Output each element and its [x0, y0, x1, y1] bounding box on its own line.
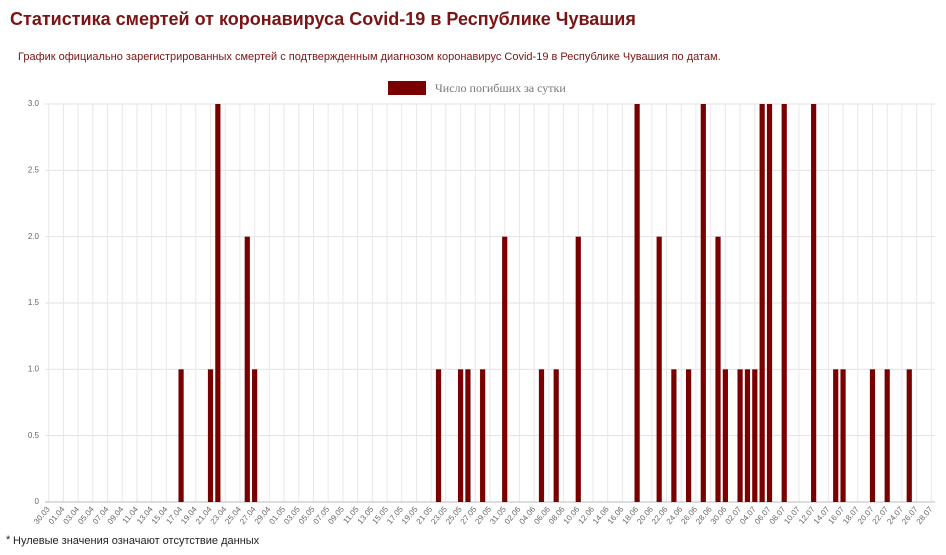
y-tick-label: 0 [35, 497, 40, 506]
bar [722, 369, 728, 502]
bar [884, 369, 890, 502]
bar [752, 369, 758, 502]
x-tick-label: 28.07 [915, 504, 935, 526]
bar [252, 369, 258, 502]
bar [869, 369, 876, 502]
bar [700, 104, 706, 502]
bar [685, 369, 692, 502]
bar [502, 236, 508, 502]
bar [553, 369, 559, 502]
y-tick-label: 2.0 [28, 232, 40, 241]
y-tick-label: 3.0 [28, 99, 40, 108]
footnote: Нулевые значения означают отсутствие дан… [13, 535, 260, 547]
x-tick-label: 09.04 [106, 504, 126, 526]
bar [737, 369, 743, 502]
bar [480, 369, 486, 502]
bar [207, 369, 214, 502]
y-tick-label: 1.0 [28, 364, 40, 373]
bar [671, 369, 677, 502]
bar [759, 104, 765, 502]
y-tick-label: 0.5 [28, 431, 40, 440]
bar [744, 369, 751, 502]
bar [215, 104, 221, 502]
bar [575, 236, 581, 502]
bar [244, 236, 250, 502]
bar [766, 104, 773, 502]
bar [178, 369, 184, 502]
bar [840, 369, 846, 502]
legend-swatch [388, 81, 426, 95]
bar [538, 369, 545, 502]
bar [833, 369, 839, 502]
bar [656, 236, 662, 502]
bar [465, 369, 471, 502]
chart-title: Статистика смертей от коронавируса Covid… [10, 9, 636, 29]
bar [811, 104, 817, 502]
footnote-star: * [6, 534, 11, 546]
bar [781, 104, 787, 502]
bar [634, 104, 640, 502]
bar [906, 369, 912, 502]
y-tick-label: 2.5 [28, 165, 40, 174]
x-tick-label: 09.05 [326, 504, 346, 526]
chart-subtitle: График официально зарегистрированных сме… [18, 51, 721, 63]
bar [457, 369, 464, 502]
bar [715, 236, 721, 502]
y-tick-label: 1.5 [28, 298, 40, 307]
legend-label: Число погибших за сутки [435, 81, 566, 95]
bar [435, 369, 442, 502]
